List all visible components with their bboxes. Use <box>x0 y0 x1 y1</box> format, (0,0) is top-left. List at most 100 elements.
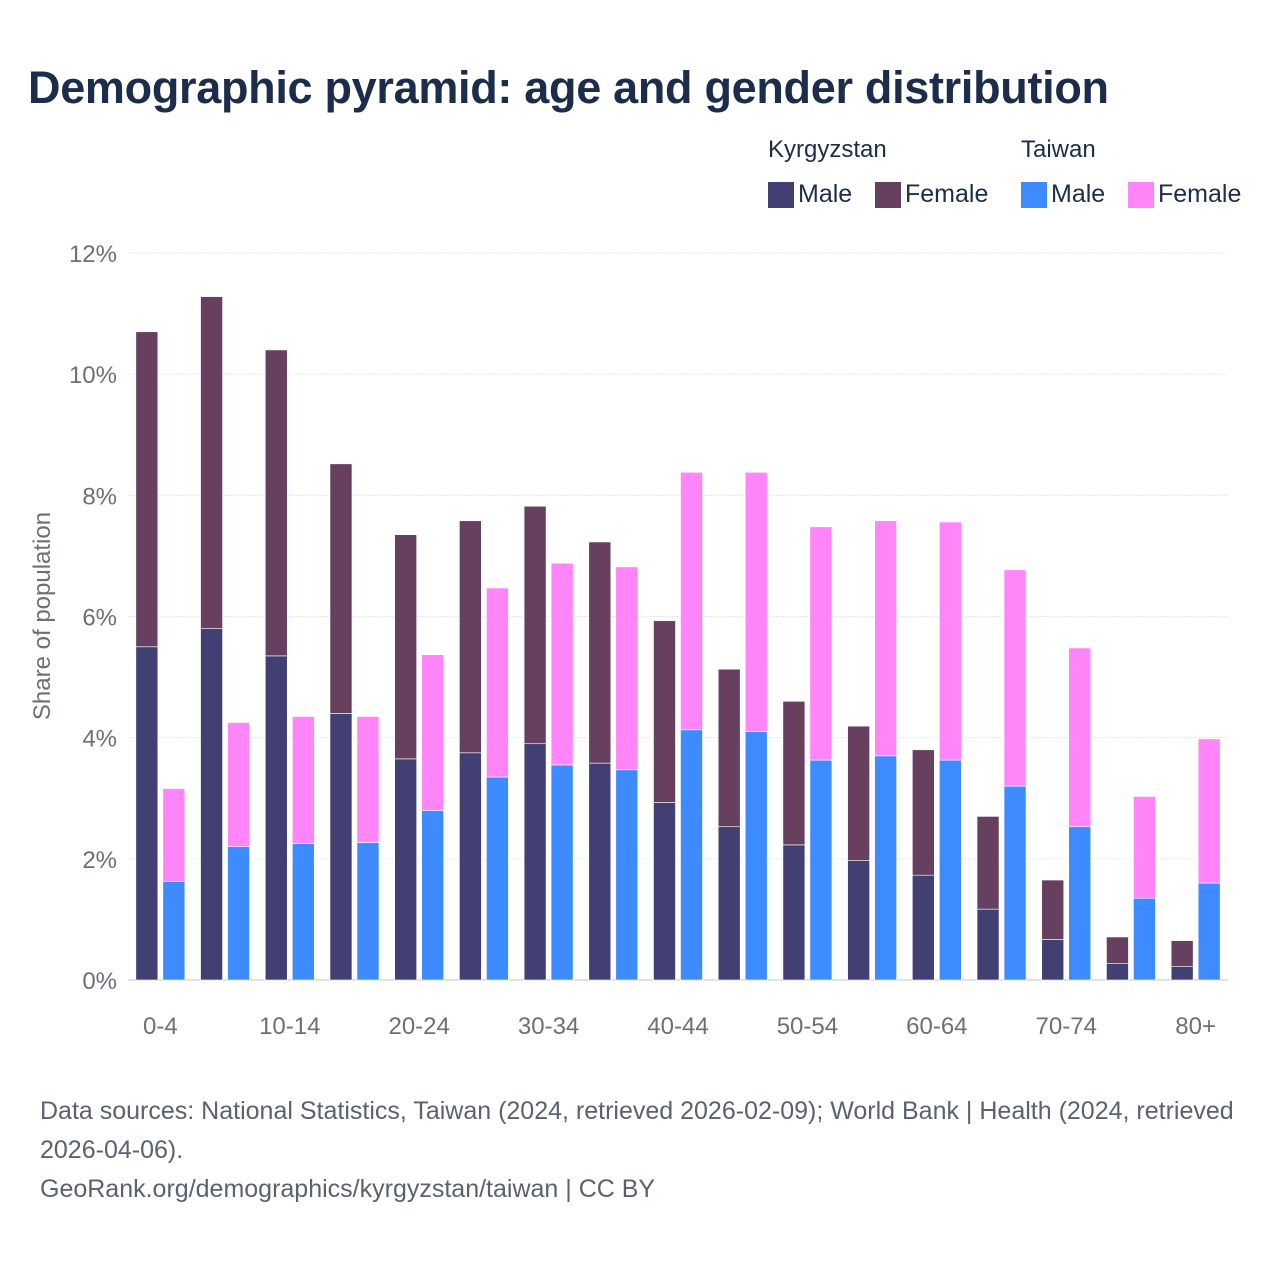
bar-taiwan-male-50-54[interactable] <box>809 759 833 981</box>
legend-group-kyrgyzstan: Kyrgyzstan Male Female <box>768 136 988 208</box>
legend-group-taiwan: Taiwan Male Female <box>1021 136 1241 208</box>
legend-swatch <box>1128 181 1154 208</box>
bar-taiwan-female-50-54[interactable] <box>809 526 833 761</box>
legend-swatch <box>875 181 901 208</box>
bar-taiwan-female-25-29[interactable] <box>486 587 509 778</box>
legend-group-title: Taiwan <box>1021 136 1096 163</box>
chart-plot: 0% 2% 4% 6% 8% 10% 12% 0-4 10-14 20-24 30-34 40-44 5… <box>29 241 1228 1040</box>
bar-taiwan-male-30-34[interactable] <box>550 764 574 981</box>
y-tick-label: 10% <box>69 362 117 389</box>
bar-kyrgyzstan-male-75-79[interactable] <box>1106 963 1129 981</box>
bar-kyrgyzstan-female-40-44[interactable] <box>653 620 676 803</box>
bar-taiwan-male-80+[interactable] <box>1197 882 1221 981</box>
bar-kyrgyzstan-female-30-34[interactable] <box>523 505 547 745</box>
footer-sources: Data sources: National Statistics, Taiwa… <box>40 1097 1234 1164</box>
bar-taiwan-female-5-9[interactable] <box>227 722 250 848</box>
bar-taiwan-male-40-44[interactable] <box>680 729 703 981</box>
bar-taiwan-female-65-69[interactable] <box>1003 569 1027 787</box>
bar-taiwan-female-30-34[interactable] <box>550 562 574 766</box>
bar-taiwan-male-55-59[interactable] <box>874 755 897 981</box>
bar-kyrgyzstan-male-55-59[interactable] <box>847 860 870 981</box>
bar-taiwan-female-75-79[interactable] <box>1133 796 1156 899</box>
x-tick-label: 0-4 <box>143 1013 178 1040</box>
bar-taiwan-female-70-74[interactable] <box>1068 647 1092 828</box>
bar-taiwan-male-70-74[interactable] <box>1068 826 1092 981</box>
bar-taiwan-female-20-24[interactable] <box>421 654 444 811</box>
bar-taiwan-female-80+[interactable] <box>1197 738 1221 884</box>
x-tick-label: 50-54 <box>777 1013 838 1040</box>
bar-kyrgyzstan-female-55-59[interactable] <box>847 725 870 861</box>
bar-taiwan-female-15-19[interactable] <box>356 716 380 843</box>
bar-taiwan-male-10-14[interactable] <box>291 843 315 981</box>
bar-taiwan-female-55-59[interactable] <box>874 520 897 757</box>
bar-kyrgyzstan-male-40-44[interactable] <box>653 802 676 981</box>
x-tick-label: 40-44 <box>647 1013 708 1040</box>
y-tick-label: 2% <box>82 847 117 874</box>
bar-taiwan-male-75-79[interactable] <box>1133 897 1156 981</box>
y-tick-label: 6% <box>82 605 117 632</box>
axes: 0% 2% 4% 6% 8% 10% 12% 0-4 10-14 20-24 30-34 40-44 5… <box>69 241 1216 1040</box>
x-tick-label: 80+ <box>1175 1013 1216 1040</box>
bar-taiwan-female-10-14[interactable] <box>291 716 315 844</box>
bar-taiwan-male-45-49[interactable] <box>744 731 768 981</box>
y-tick-label: 0% <box>82 968 117 995</box>
y-tick-label: 4% <box>82 726 117 753</box>
bar-kyrgyzstan-female-25-29[interactable] <box>459 520 482 754</box>
bar-kyrgyzstan-female-10-14[interactable] <box>264 349 288 657</box>
bar-taiwan-male-65-69[interactable] <box>1003 785 1027 981</box>
bar-taiwan-male-0-4[interactable] <box>162 880 186 981</box>
bar-kyrgyzstan-female-45-49[interactable] <box>717 668 741 828</box>
bar-kyrgyzstan-male-30-34[interactable] <box>523 743 547 981</box>
bar-kyrgyzstan-male-50-54[interactable] <box>782 844 806 981</box>
bar-kyrgyzstan-female-20-24[interactable] <box>394 534 417 760</box>
legend-item-kyrgyzstan-male[interactable]: Male <box>768 180 852 209</box>
bar-taiwan-female-35-39[interactable] <box>615 566 639 771</box>
bar-kyrgyzstan-male-25-29[interactable] <box>459 752 482 981</box>
bar-kyrgyzstan-male-70-74[interactable] <box>1041 939 1065 981</box>
bar-taiwan-female-60-64[interactable] <box>939 521 962 761</box>
bar-kyrgyzstan-male-80+[interactable] <box>1170 966 1194 981</box>
bar-kyrgyzstan-female-15-19[interactable] <box>329 463 353 714</box>
bar-kyrgyzstan-female-60-64[interactable] <box>912 749 935 876</box>
bar-kyrgyzstan-female-50-54[interactable] <box>782 701 806 846</box>
bar-taiwan-male-5-9[interactable] <box>227 846 250 981</box>
bar-taiwan-female-40-44[interactable] <box>680 472 703 731</box>
bar-taiwan-male-35-39[interactable] <box>615 769 639 981</box>
bar-kyrgyzstan-male-10-14[interactable] <box>264 655 288 981</box>
bar-kyrgyzstan-male-0-4[interactable] <box>135 646 159 981</box>
legend-item-kyrgyzstan-female[interactable]: Female <box>875 180 988 209</box>
y-axis-label: Share of population <box>29 512 56 720</box>
bar-taiwan-female-0-4[interactable] <box>162 788 186 882</box>
x-tick-label: 70-74 <box>1036 1013 1097 1040</box>
x-tick-label: 10-14 <box>259 1013 320 1040</box>
bar-kyrgyzstan-female-70-74[interactable] <box>1041 879 1065 940</box>
bar-taiwan-male-60-64[interactable] <box>939 759 962 981</box>
x-tick-label: 20-24 <box>388 1013 449 1040</box>
x-tick-label: 30-34 <box>518 1013 579 1040</box>
bar-kyrgyzstan-male-5-9[interactable] <box>200 628 223 981</box>
bar-taiwan-male-25-29[interactable] <box>486 776 509 981</box>
bar-kyrgyzstan-female-65-69[interactable] <box>976 816 1000 910</box>
bar-taiwan-female-45-49[interactable] <box>744 472 768 732</box>
bar-kyrgyzstan-male-45-49[interactable] <box>717 826 741 981</box>
bar-kyrgyzstan-male-60-64[interactable] <box>912 874 935 981</box>
bar-kyrgyzstan-female-35-39[interactable] <box>588 541 612 764</box>
bars <box>135 296 1221 981</box>
y-tick-label: 12% <box>69 241 117 268</box>
bar-kyrgyzstan-male-35-39[interactable] <box>588 762 612 981</box>
bar-kyrgyzstan-female-5-9[interactable] <box>200 296 223 629</box>
bar-taiwan-male-20-24[interactable] <box>421 810 444 981</box>
legend-item-taiwan-male[interactable]: Male <box>1021 180 1105 209</box>
legend-item-taiwan-female[interactable]: Female <box>1128 180 1241 209</box>
bar-kyrgyzstan-female-80+[interactable] <box>1170 940 1194 967</box>
chart-title: Demographic pyramid: age and gender dist… <box>28 62 1109 113</box>
bar-taiwan-male-15-19[interactable] <box>356 842 380 981</box>
bar-kyrgyzstan-female-0-4[interactable] <box>135 331 159 648</box>
footer: Data sources: National Statistics, Taiwa… <box>40 1092 1240 1209</box>
bar-kyrgyzstan-male-65-69[interactable] <box>976 908 1000 981</box>
bar-kyrgyzstan-male-20-24[interactable] <box>394 758 417 981</box>
bar-kyrgyzstan-male-15-19[interactable] <box>329 713 353 981</box>
legend-label: Male <box>1051 180 1106 208</box>
bar-kyrgyzstan-female-75-79[interactable] <box>1106 936 1129 964</box>
legend-label: Male <box>798 180 853 208</box>
